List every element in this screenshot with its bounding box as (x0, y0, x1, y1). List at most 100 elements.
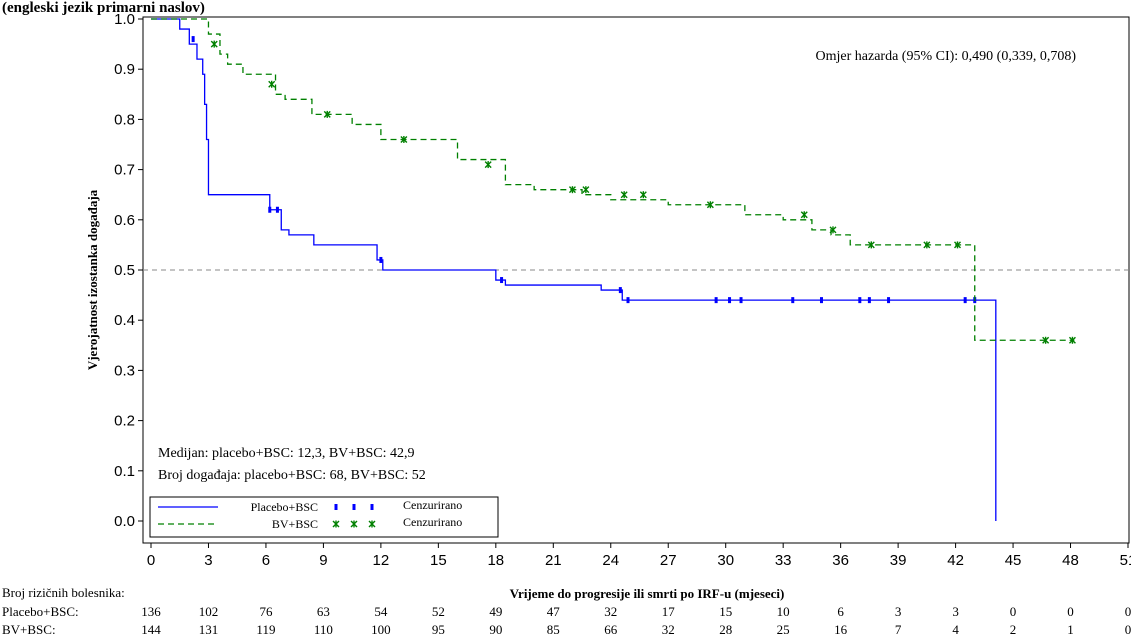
km-curve-placebo (151, 18, 997, 521)
censor-mark (639, 191, 647, 199)
risk-row-label-bv: BV+BSC: (2, 622, 56, 637)
x-tick-label: 27 (660, 552, 677, 569)
x-tick-label: 48 (1062, 552, 1079, 569)
y-tick-label: 1.0 (114, 11, 135, 28)
censor-mark (739, 297, 743, 304)
risk-value: 0 (1125, 622, 1131, 637)
x-axis-label: Vrijeme do progresije ili smrti po IRF-u… (510, 586, 785, 601)
risk-value: 110 (314, 622, 333, 637)
risk-value: 10 (777, 604, 790, 619)
median-annotation: Medijan: placebo+BSC: 12,3, BV+BSC: 42,9 (158, 446, 415, 461)
y-tick-label: 0.1 (114, 463, 135, 480)
risk-value: 144 (141, 622, 161, 637)
x-tick-label: 24 (602, 552, 619, 569)
risk-value: 0 (1125, 604, 1131, 619)
censor-mark (887, 297, 891, 304)
legend-censor-mark (350, 520, 358, 528)
plot-frame (142, 16, 1130, 544)
legend-censor-mark (370, 504, 374, 510)
censor-mark (867, 297, 871, 304)
risk-value: 102 (199, 604, 219, 619)
censor-marks-bv (210, 40, 1076, 344)
risk-value: 32 (604, 604, 617, 619)
risk-value: 3 (952, 604, 959, 619)
risk-value: 32 (662, 622, 675, 637)
x-tick-label: 30 (717, 552, 734, 569)
risk-value: 15 (719, 604, 732, 619)
y-tick-label: 0.5 (114, 262, 135, 279)
legend: Placebo+BSC Cenzurirano BV+BSC Cenzurira… (149, 496, 499, 538)
legend-censor-marks-bv (332, 520, 376, 528)
x-tick-label: 45 (1005, 552, 1022, 569)
risk-value: 47 (547, 604, 561, 619)
x-tick-label: 18 (487, 552, 504, 569)
legend-censor-mark (352, 504, 356, 510)
risk-value: 119 (256, 622, 275, 637)
censor-mark (620, 191, 628, 199)
censor-mark (400, 135, 408, 143)
risk-value: 76 (259, 604, 273, 619)
risk-table-header: Broj rizičnih bolesnika: (2, 585, 125, 600)
x-tick-label: 6 (262, 552, 270, 569)
risk-value: 0 (1010, 604, 1017, 619)
legend-censor-mark (334, 504, 338, 510)
risk-value: 16 (834, 622, 848, 637)
censor-mark (954, 241, 961, 249)
risk-value: 95 (432, 622, 445, 637)
y-tick-label: 0.8 (114, 111, 135, 128)
censor-mark (582, 186, 590, 194)
censor-mark (963, 297, 967, 304)
x-tick-label: 21 (545, 552, 562, 569)
censor-mark (1068, 336, 1076, 344)
chart-title: (engleski jezik primarni naslov) (2, 0, 205, 16)
legend-box (149, 496, 499, 538)
censor-mark (618, 287, 622, 294)
legend-censor-mark (332, 520, 340, 528)
km-curve-bv (151, 18, 1075, 341)
risk-table: Broj rizičnih bolesnika: Placebo+BSC: BV… (2, 585, 1131, 637)
x-tick-label: 9 (319, 552, 327, 569)
censor-mark (268, 206, 272, 213)
x-tick-label: 51 (1120, 552, 1131, 569)
censor-mark (268, 80, 276, 88)
censor-marks-placebo (191, 36, 977, 304)
y-tick-label: 0.9 (114, 61, 135, 78)
x-tick-label: 12 (373, 552, 390, 569)
risk-value: 136 (141, 604, 161, 619)
risk-value: 0 (1067, 604, 1074, 619)
risk-value: 4 (952, 622, 959, 637)
censor-mark (1042, 336, 1050, 344)
risk-value: 2 (1010, 622, 1017, 637)
hazard-ratio-annotation: Omjer hazarda (95% CI): 0,490 (0,339, 0,… (816, 49, 1077, 64)
risk-row-label-placebo: Placebo+BSC: (2, 604, 79, 619)
risk-value: 66 (604, 622, 618, 637)
censor-mark (819, 297, 823, 304)
plot-area: 0.00.10.20.30.40.50.60.70.80.91.00 3 6 9 12 1… (114, 11, 1131, 569)
censor-mark (626, 297, 630, 304)
censor-mark (829, 226, 837, 234)
censor-mark (867, 241, 875, 249)
y-tick-label: 0.6 (114, 212, 135, 229)
censor-mark (800, 211, 808, 219)
risk-value: 25 (777, 622, 790, 637)
censor-mark (275, 206, 279, 213)
risk-value: 131 (199, 622, 219, 637)
legend-censored-label-bv: Cenzurirano (403, 515, 462, 529)
risk-value: 100 (371, 622, 391, 637)
x-tick-label: 42 (947, 552, 964, 569)
risk-value: 7 (895, 622, 902, 637)
y-tick-label: 0.4 (114, 312, 135, 329)
risk-value: 63 (317, 604, 330, 619)
x-tick-label: 36 (832, 552, 849, 569)
legend-censored-label-placebo: Cenzurirano (403, 498, 462, 512)
censor-mark (858, 297, 862, 304)
censor-mark (500, 277, 504, 284)
events-annotation: Broj događaja: placebo+BSC: 68, BV+BSC: … (158, 468, 426, 483)
censor-mark (791, 297, 795, 304)
legend-censor-mark (368, 520, 376, 528)
censor-mark (714, 297, 718, 304)
risk-value: 85 (547, 622, 560, 637)
risk-value: 49 (489, 604, 502, 619)
y-tick-label: 0.2 (114, 413, 135, 430)
censor-mark (323, 110, 331, 118)
